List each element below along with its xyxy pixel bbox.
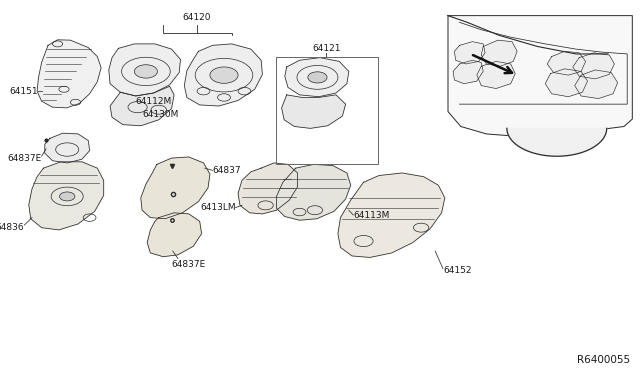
- Polygon shape: [575, 70, 618, 99]
- Text: 64151: 64151: [10, 87, 38, 96]
- Polygon shape: [573, 53, 614, 79]
- Polygon shape: [109, 44, 180, 96]
- Text: 64152: 64152: [443, 266, 472, 275]
- Polygon shape: [238, 163, 298, 214]
- Polygon shape: [276, 164, 351, 220]
- Polygon shape: [547, 51, 586, 75]
- Polygon shape: [454, 42, 485, 64]
- Circle shape: [60, 192, 75, 201]
- Text: 64120: 64120: [183, 13, 211, 22]
- Text: 64836: 64836: [0, 223, 24, 232]
- Polygon shape: [147, 213, 202, 257]
- Polygon shape: [507, 128, 607, 156]
- Polygon shape: [110, 86, 174, 126]
- Polygon shape: [184, 44, 262, 106]
- Text: 6413LM: 6413LM: [200, 203, 236, 212]
- Text: 64837E: 64837E: [7, 154, 42, 163]
- Text: 64113M: 64113M: [353, 211, 390, 219]
- Polygon shape: [29, 162, 104, 230]
- Circle shape: [210, 67, 238, 83]
- Circle shape: [308, 72, 327, 83]
- Polygon shape: [448, 16, 632, 137]
- Circle shape: [134, 65, 157, 78]
- Polygon shape: [338, 173, 445, 257]
- Text: 64837: 64837: [212, 166, 241, 175]
- Polygon shape: [545, 69, 588, 97]
- Polygon shape: [453, 60, 483, 84]
- Polygon shape: [45, 133, 90, 163]
- Bar: [276, 57, 378, 164]
- Text: 64112M: 64112M: [136, 97, 172, 106]
- Polygon shape: [282, 95, 346, 128]
- Polygon shape: [477, 61, 515, 89]
- Polygon shape: [285, 58, 349, 97]
- Polygon shape: [481, 40, 517, 66]
- Text: R6400055: R6400055: [577, 355, 630, 365]
- Text: 64121: 64121: [312, 44, 340, 53]
- Text: 64837E: 64837E: [172, 260, 206, 269]
- Text: 64130M: 64130M: [142, 110, 179, 119]
- Polygon shape: [141, 157, 210, 219]
- Polygon shape: [37, 40, 101, 108]
